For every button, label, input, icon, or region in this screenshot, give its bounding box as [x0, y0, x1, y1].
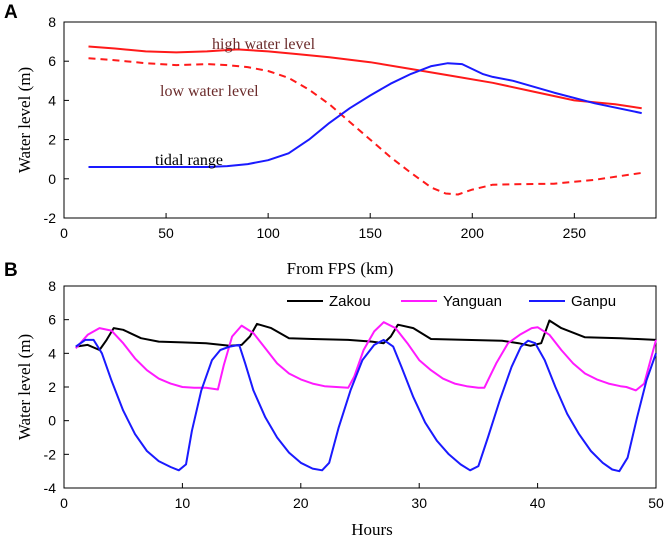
panel-b-y-tick-label: -2 [44, 446, 57, 462]
panel-a-y-tick-label: -2 [44, 210, 57, 226]
annotation-tidal-range: tidal range [155, 152, 223, 169]
annotation-high-water-level: high water level [212, 36, 316, 53]
annotation-low-water-level: low water level [160, 83, 259, 100]
panel-a-x-tick-label: 0 [60, 225, 68, 241]
series-line-high-water-level [88, 45, 642, 110]
panel-a-y-ticks: -2 0 2 4 6 8 [44, 14, 69, 226]
legend-label-ganpu: Ganpu [571, 293, 616, 310]
panel-a-x-tick-label: 50 [158, 225, 174, 241]
panel-b-x-tick-label: 0 [60, 495, 68, 511]
panel-b-x-tick-label: 20 [293, 495, 309, 511]
panel-b-x-tick-label: 30 [411, 495, 427, 511]
panel-b-y-tick-label: -4 [44, 480, 57, 496]
panel-b-y-axis-title: Water level (m) [15, 334, 34, 440]
panel-b-y-tick-label: 6 [48, 312, 56, 328]
panel-a-y-tick-label: 4 [48, 92, 56, 108]
panel-b-y-tick-label: 2 [48, 379, 56, 395]
legend-label-yanguan: Yanguan [443, 293, 502, 310]
panel-a-y-tick-label: 0 [48, 171, 56, 187]
panel-b-y-tick-label: 8 [48, 278, 56, 294]
panel-a-y-tick-label: 8 [48, 14, 56, 30]
panel-a-x-tick-label: 250 [563, 225, 587, 241]
panel-b-series [75, 319, 657, 473]
panel-a-x-axis-title: From FPS (km) [287, 259, 394, 278]
panel-a-x-tick-label: 150 [359, 225, 383, 241]
panel-b-legend: Zakou Yanguan Ganpu [287, 293, 616, 310]
panel-b-x-tick-label: 10 [175, 495, 191, 511]
panel-b-x-axis-title: Hours [351, 520, 393, 539]
panel-b-label: B [4, 260, 18, 281]
panel-b-y-tick-label: 4 [48, 345, 56, 361]
series-line-tidal-range [88, 62, 642, 168]
panel-a-y-tick-label: 2 [48, 132, 56, 148]
panel-a-plot-frame [63, 21, 657, 219]
series-line-low-water-level [88, 57, 642, 196]
series-line-ganpu [75, 338, 657, 473]
legend-label-zakou: Zakou [329, 293, 371, 310]
series-line-yanguan [75, 321, 657, 392]
panel-a-label: A [4, 2, 18, 23]
panel-b-x-tick-label: 40 [530, 495, 546, 511]
panel-a-x-ticks: 0 50 100 150 200 250 [60, 213, 586, 241]
panel-a-series [88, 45, 642, 196]
panel-a-y-axis-title: Water level (m) [15, 67, 34, 173]
panel-a-x-tick-label: 100 [256, 225, 280, 241]
panel-b-y-tick-label: 0 [48, 413, 56, 429]
panel-b-y-ticks: -4 -2 0 2 4 6 8 [44, 278, 69, 496]
panel-a-x-tick-label: 200 [461, 225, 485, 241]
panel-a-y-tick-label: 6 [48, 53, 56, 69]
panel-b-plot-frame [63, 285, 657, 489]
panel-b-x-tick-label: 50 [648, 495, 664, 511]
panel-b-x-ticks: 0 10 20 30 40 50 [60, 483, 664, 511]
